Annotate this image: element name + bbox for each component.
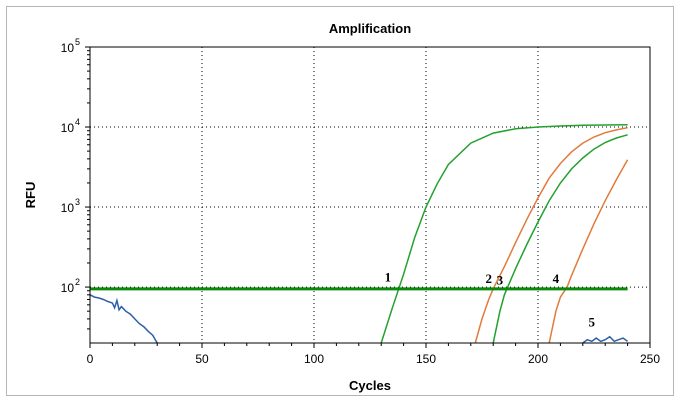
curve-label-3: 3 (497, 272, 504, 287)
y-tick-label: 10 (61, 41, 75, 55)
series-curve-5 (582, 335, 629, 343)
y-tick-label: 10 (61, 281, 75, 295)
series-curve-3 (492, 134, 628, 343)
curve-label-2: 2 (485, 271, 492, 286)
x-tick-label: 50 (195, 352, 209, 366)
y-axis-label: RFU (23, 182, 38, 209)
curve-label-5: 5 (589, 315, 596, 330)
amplification-chart: Amplification Cycles RFU 0 50 100 150 200 250… (23, 21, 661, 393)
y-tick-exponent: 5 (75, 37, 80, 47)
series-curve-1 (380, 123, 628, 343)
plot-area-border (89, 46, 651, 344)
curve-label-4: 4 (553, 271, 560, 286)
series-curve-2 (474, 126, 628, 343)
x-tick-label: 0 (87, 352, 94, 366)
x-axis-label: Cycles (349, 378, 391, 393)
y-tick-label: 10 (61, 121, 75, 135)
curve-label-1: 1 (385, 269, 392, 284)
chart-frame: Amplification Cycles RFU 0 50 100 150 200 250… (6, 6, 674, 396)
x-tick-label: 200 (528, 352, 548, 366)
series-curve-4 (548, 159, 629, 343)
y-tick-exponent: 4 (75, 117, 80, 127)
x-tick-label: 150 (416, 352, 436, 366)
grid (90, 47, 650, 343)
series-layer (90, 123, 629, 343)
y-tick-label: 10 (61, 201, 75, 215)
y-tick-exponent: 3 (75, 197, 80, 207)
x-tick-label: 250 (640, 352, 660, 366)
x-tick-label: 100 (304, 352, 324, 366)
chart-title: Amplification (329, 21, 411, 36)
series-curve-5 (90, 294, 158, 343)
y-tick-exponent: 2 (75, 277, 80, 287)
curve-labels-layer: 1 2 3 45 (385, 269, 596, 329)
